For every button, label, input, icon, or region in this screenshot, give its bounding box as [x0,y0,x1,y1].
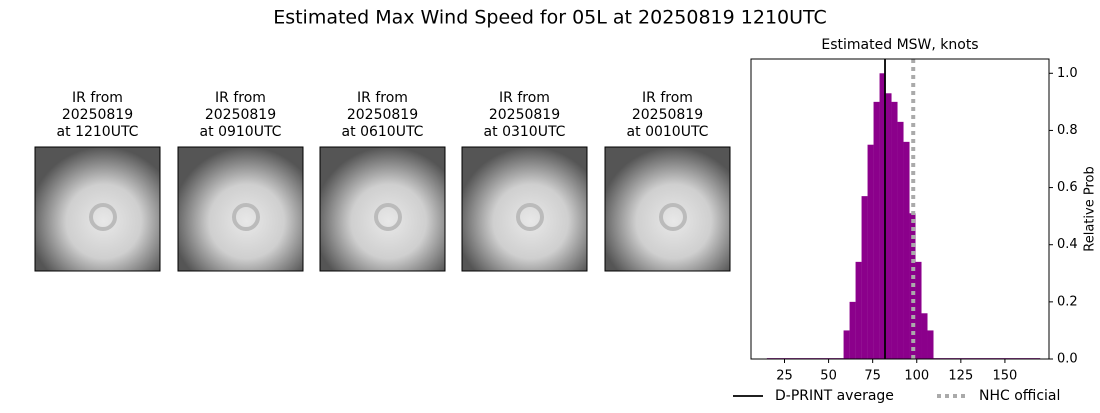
panel-label: at 0010UTC [627,124,709,140]
y-tick-label: 0.4 [1057,237,1078,252]
x-tick-label: 100 [904,369,929,384]
ir-image [319,146,446,272]
storm-eye [516,203,544,231]
ir-image [604,146,731,272]
bar [897,121,904,359]
storm-eye [374,203,402,231]
panel-label: at 0610UTC [342,124,424,140]
bar [927,330,934,359]
panel-label: IR from [499,90,550,106]
y-axis-label: Relative Prob [1083,166,1098,251]
y-tick-label: 0.8 [1057,123,1078,138]
bar [861,196,868,359]
x-tick-label: 150 [993,369,1018,384]
bar [879,73,886,360]
bar [915,261,922,359]
bar [891,101,898,359]
panel-label: at 0310UTC [484,124,566,140]
panel-label: 20250819 [632,107,703,123]
main-title: Estimated Max Wind Speed for 05L at 2025… [273,7,827,29]
bar [885,93,892,360]
legend-label: NHC official [979,388,1060,404]
ir-image [461,146,588,272]
bar [843,330,850,359]
y-tick-label: 0.2 [1057,294,1078,309]
y-tick-label: 0.6 [1057,180,1078,195]
ir-image [177,146,304,272]
plot-frame [750,58,1050,360]
panel-label: IR from [72,90,123,106]
panel-label: IR from [357,90,408,106]
bar [867,144,874,359]
storm-eye [89,203,117,231]
panel-label: IR from [215,90,266,106]
panel-label: 20250819 [489,107,560,123]
legend-label: D-PRINT average [775,388,894,404]
x-tick-label: 75 [864,369,881,384]
storm-eye [232,203,260,231]
panel-label: 20250819 [205,107,276,123]
chart-title: Estimated MSW, knots [821,37,978,53]
ir-image [34,146,161,272]
panel-label: 20250819 [62,107,133,123]
panel-label: IR from [642,90,693,106]
bar [921,313,928,359]
panel-label: at 0910UTC [200,124,282,140]
bar [903,141,910,359]
x-tick-label: 125 [948,369,973,384]
panel-label: at 1210UTC [57,124,139,140]
y-tick-label: 1.0 [1057,66,1078,81]
storm-eye [659,203,687,231]
panel-label: 20250819 [347,107,418,123]
x-tick-label: 50 [820,369,837,384]
bar [849,301,856,359]
x-tick-label: 25 [776,369,793,384]
bar [873,101,880,359]
y-tick-label: 0.0 [1057,352,1078,367]
bar [855,261,862,359]
